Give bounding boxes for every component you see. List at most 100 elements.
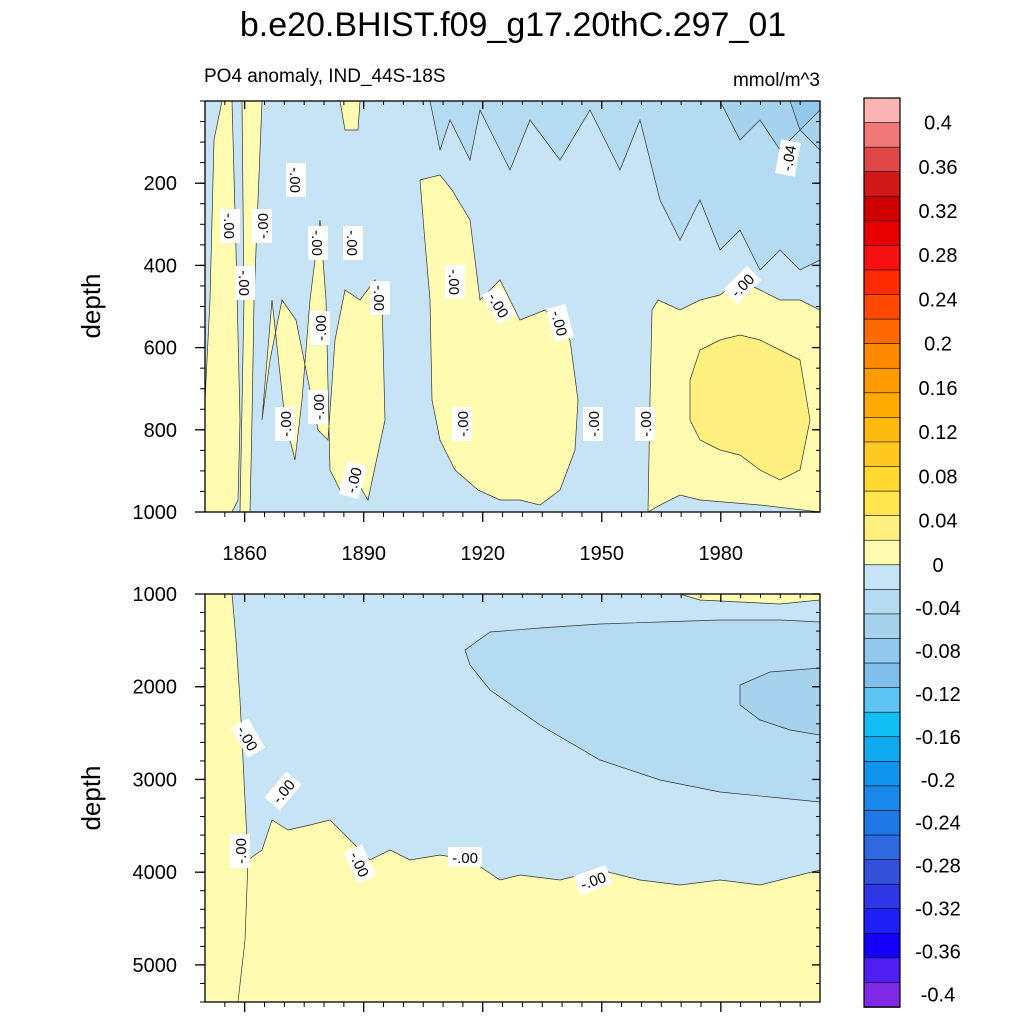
units-label: mmol/m^3 [733,70,820,91]
svg-text:-.00: -.00 [286,167,303,193]
colorbar-swatch-2 [863,146,901,173]
colorbar-label-6: 0.16 [919,378,958,400]
colorbar-swatch-18 [863,539,901,566]
colorbar-label-5: 0.2 [924,334,952,356]
lower-positive-region-top [679,594,820,605]
colorbar-swatch-12 [863,392,901,419]
svg-text:-.00: -.00 [233,838,250,864]
colorbar-label-13: -0.12 [915,684,961,706]
upper-y-tick-label-1: 400 [144,255,177,277]
svg-text:-.00: -.00 [220,213,237,239]
colorbar-swatch-8 [863,294,901,320]
upper-y-ticks: 200 400 600 800 1000 [133,100,820,524]
colorbar-swatch-35 [863,957,901,984]
svg-text:-.00: -.00 [311,394,328,420]
upper-contour-label-5: -.00 [235,266,255,300]
upper-y-tick-label-3: 800 [144,420,177,442]
colorbar-swatch-19 [863,564,901,591]
colorbar-swatch-29 [863,810,901,836]
lower-contour-label-4: -.00 [448,847,482,867]
colorbar-label-8: 0.08 [919,466,958,488]
svg-text:-.00: -.00 [278,411,295,437]
svg-text:-.00: -.00 [638,411,655,437]
colorbar-label-2: 0.32 [919,201,958,223]
upper-contour-fills [205,101,820,512]
colorbar-swatch-32 [863,883,901,910]
lower-negative-wedge [464,619,820,803]
colorbar-swatch-15 [863,466,901,492]
upper-y-tick-label-2: 600 [144,338,177,360]
upper-contour-label-3: -.00 [308,226,328,260]
colorbar-swatch-28 [863,785,901,812]
lower-contour-fills [205,594,820,1002]
svg-text:-.00: -.00 [455,411,472,437]
upper-contour-label-14: -.00 [452,407,472,441]
colorbar-label-4: 0.24 [919,289,958,311]
colorbar-swatch-30 [863,834,901,861]
upper-x-ticks: 1860 1890 1920 1950 1980 [222,101,801,565]
upper-contour-label-9: -.00 [545,303,575,343]
upper-contour-label-18: -.00 [338,460,368,500]
upper-y-axis-label: depth [76,273,106,338]
colorbar-label-3: 0.28 [919,245,958,267]
colorbar-swatch-1 [863,122,901,148]
svg-text:-.00: -.00 [547,309,570,338]
colorbar-label-1: 0.36 [919,157,958,179]
lower-contour-label-1: -.00 [264,771,302,811]
upper-x-tick-label-3: 1950 [580,543,625,565]
colorbar-swatch-13 [863,417,901,443]
chart-title: b.e20.BHIST.f09_g17.20thC.297_01 [240,6,786,44]
upper-contour-label-4: -.00 [343,226,363,260]
upper-contour-label-16: -.00 [635,407,655,441]
svg-text:-.00: -.00 [452,850,478,867]
colorbar-swatch-6 [863,245,901,271]
colorbar: 0.4 0.36 0.32 0.28 0.24 0.2 0.16 0.12 0.08 0.04 0 -… [863,97,961,1008]
upper-contour-label-2: -.00 [252,209,272,243]
upper-contour-label-12: -.00 [308,390,328,424]
upper-positive-core [689,334,811,481]
upper-x-tick-label-1: 1890 [341,543,386,565]
svg-text:-.00: -.00 [255,213,272,239]
lower-positive-region-left [205,594,249,1002]
svg-text:-.00: -.00 [343,466,366,495]
lower-contour-label-2: -.00 [230,834,250,868]
colorbar-label-17: -0.28 [915,856,961,878]
colorbar-swatch-10 [863,343,901,370]
colorbar-swatch-4 [863,195,901,222]
colorbar-label-7: 0.12 [919,422,958,444]
lower-y-ticks: 1000 2000 3000 4000 5000 [133,584,820,1003]
svg-text:-.00: -.00 [235,270,252,296]
lower-y-axis-label: depth [76,765,106,830]
svg-text:-.00: -.00 [313,315,330,341]
colorbar-label-12: -0.08 [915,641,961,663]
svg-text:-.00: -.00 [586,411,603,437]
upper-negative-core-2 [789,101,820,131]
colorbar-swatch-25 [863,711,901,738]
colorbar-swatch-11 [863,367,901,394]
upper-contour-label-7: -.00 [370,281,390,315]
colorbar-swatch-14 [863,441,901,468]
upper-contour-label-13: -.00 [275,407,295,441]
upper-y-tick-label-4: 1000 [133,502,178,524]
upper-contour-label-17: -.04 [775,139,801,177]
upper-negative-region [429,101,820,271]
svg-text:-.04: -.04 [779,144,800,172]
svg-text:-.00: -.00 [445,269,462,295]
colorbar-swatch-5 [863,220,901,247]
colorbar-label-9: 0.04 [919,511,958,533]
colorbar-swatch-24 [863,687,901,713]
chart-subtitle: PO4 anomaly, IND_44S-18S [204,66,446,87]
svg-text:-.00: -.00 [343,230,360,256]
upper-y-tick-label-0: 200 [144,173,177,195]
colorbar-swatch-26 [863,736,901,763]
colorbar-swatch-20 [863,589,901,615]
colorbar-swatch-9 [863,318,901,345]
colorbar-swatch-0 [863,97,901,124]
upper-positive-strip-5 [339,101,361,131]
upper-contour-labels: -.00 -.00 -.00 -.00 -.00 -.00 -.00 -.00 -.00 -.00… [220,139,801,500]
colorbar-label-16: -0.24 [915,813,961,835]
colorbar-label-11: -0.04 [915,598,961,620]
colorbar-swatch-27 [863,761,901,787]
upper-contour-label-0: -.00 [286,163,306,197]
